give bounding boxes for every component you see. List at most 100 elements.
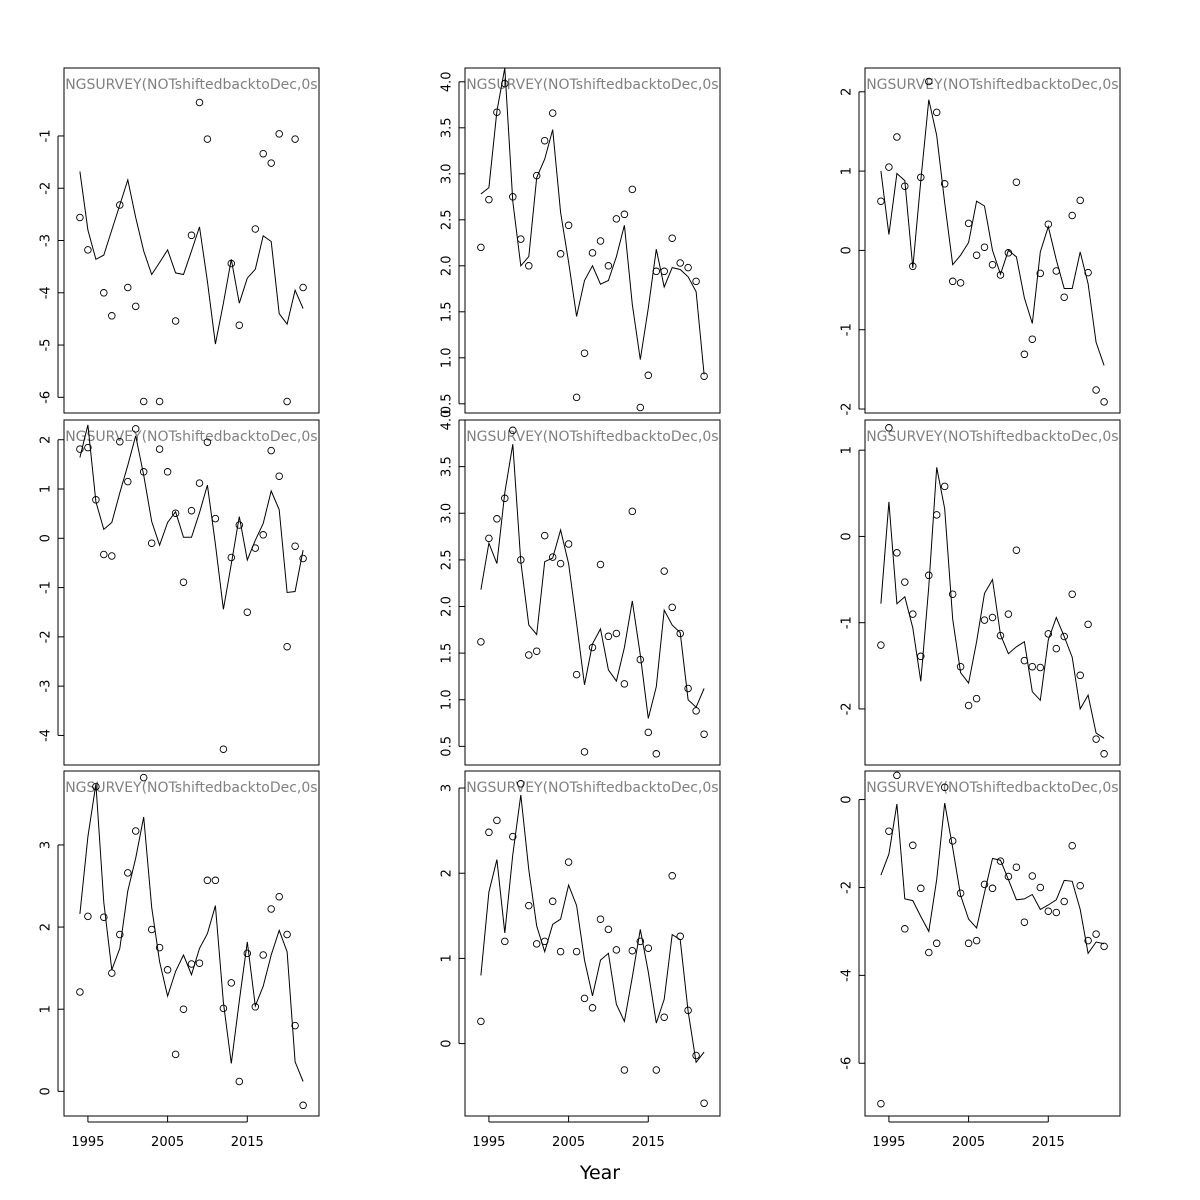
observed-point (628, 507, 637, 516)
observed-point (509, 832, 517, 841)
fitted-line (480, 68, 705, 375)
observed-point (700, 1099, 708, 1107)
y-tick-label: -1 (39, 129, 54, 142)
y-tick-label: 3.5 (440, 117, 455, 138)
x-tick-label: 2015 (231, 1135, 264, 1150)
observed-point (243, 608, 252, 616)
observed-point (1084, 620, 1092, 629)
observed-point (917, 173, 925, 182)
x-tick-label: 1995 (71, 1135, 104, 1150)
observed-point (219, 1004, 228, 1013)
observed-point (676, 259, 684, 267)
observed-point (1004, 249, 1013, 257)
observed-point (92, 782, 100, 791)
y-tick-label: -2 (840, 403, 855, 416)
observed-point (195, 479, 204, 487)
observed-point (636, 937, 645, 946)
observed-point (548, 109, 557, 117)
observed-point (179, 578, 188, 586)
observed-point (139, 468, 148, 476)
y-tick-label: 3 (39, 841, 54, 849)
observed-point (155, 943, 164, 952)
observed-point (517, 556, 525, 564)
observed-point (932, 108, 941, 117)
observed-point (251, 1003, 260, 1011)
observed-point (540, 136, 549, 145)
observed-point (509, 193, 517, 201)
observed-point (259, 149, 267, 158)
y-tick-label: -2 (39, 182, 54, 195)
panel-plot-area: RINGSURVEY(NOTshiftedbacktoDec,0sat (465, 426, 720, 758)
observed-point (517, 780, 525, 788)
observed-point (588, 643, 597, 652)
panel-7: RINGSURVEY(NOTshiftedbacktoDec,0sat 0 1 2 3 1… (39, 770, 320, 1150)
observed-point (901, 182, 909, 190)
observed-point (1068, 211, 1076, 220)
observed-point (100, 913, 108, 921)
observed-point (1012, 546, 1021, 554)
y-tick-label: 1.5 (440, 301, 455, 322)
y-tick-label: 2 (39, 923, 54, 931)
panel-plot-area: RINGSURVEY(NOTshiftedbacktoDec,0sat (64, 77, 319, 406)
observed-point (660, 567, 668, 575)
observed-point (187, 231, 196, 240)
y-tick-label: -1 (840, 616, 855, 629)
observed-point (652, 1066, 661, 1074)
observed-point (203, 876, 212, 885)
y-tick-label: 3.0 (440, 163, 455, 184)
observed-point (139, 773, 148, 782)
observed-point (76, 988, 84, 996)
y-tick-label: 2 (440, 869, 455, 877)
observed-point (1100, 942, 1108, 951)
observed-point (283, 930, 291, 939)
y-tick-label: 2.5 (440, 209, 455, 230)
x-tick-label: 1995 (472, 1135, 505, 1150)
observed-point (932, 939, 941, 948)
observed-point (131, 827, 140, 835)
observed-point (1036, 269, 1045, 278)
observed-point (628, 185, 637, 194)
observed-point (1068, 590, 1076, 598)
y-tick-label: 2.0 (440, 255, 455, 276)
panels: RINGSURVEY(NOTshiftedbacktoDec,0sat -6 -5 -… (39, 67, 1133, 1150)
observed-point (596, 237, 605, 245)
observed-point (116, 437, 124, 446)
x-tick-label: 2005 (952, 1135, 985, 1150)
observed-point (940, 180, 949, 188)
observed-point (84, 912, 92, 921)
observed-point (996, 857, 1005, 865)
panel-frame (864, 770, 1121, 1117)
panel-title: RINGSURVEY(NOTshiftedbacktoDec,0sat (852, 429, 1133, 445)
observed-point (139, 397, 148, 406)
observed-point (612, 215, 621, 223)
observed-point (668, 872, 676, 880)
observed-point (620, 1066, 629, 1074)
observed-point (885, 163, 893, 171)
observed-point (267, 159, 275, 167)
observed-point (485, 534, 493, 543)
panel-title: RINGSURVEY(NOTshiftedbacktoDec,0sat (852, 77, 1133, 93)
observed-point (668, 603, 676, 612)
observed-point (1076, 196, 1084, 205)
y-tick-label: -6 (39, 391, 54, 404)
observed-point (972, 694, 981, 703)
panel-1: RINGSURVEY(NOTshiftedbacktoDec,0sat -6 -5 -… (39, 67, 320, 414)
y-tick-label: -4 (39, 729, 54, 742)
observed-point (1068, 841, 1076, 850)
observed-point (84, 246, 92, 254)
y-tick-label: -5 (39, 339, 54, 352)
observed-point (636, 655, 645, 664)
observed-point (668, 234, 676, 242)
observed-point (893, 133, 901, 141)
y-tick-label: 0 (840, 246, 855, 254)
observed-point (251, 544, 260, 552)
y-tick-label: 3.5 (440, 456, 455, 477)
observed-point (956, 662, 965, 671)
panel-3: RINGSURVEY(NOTshiftedbacktoDec,0sat -2 -1 0… (840, 67, 1133, 416)
observed-point (1092, 386, 1100, 394)
observed-point (1052, 908, 1061, 917)
observed-point (195, 98, 204, 107)
observed-point (283, 642, 291, 651)
